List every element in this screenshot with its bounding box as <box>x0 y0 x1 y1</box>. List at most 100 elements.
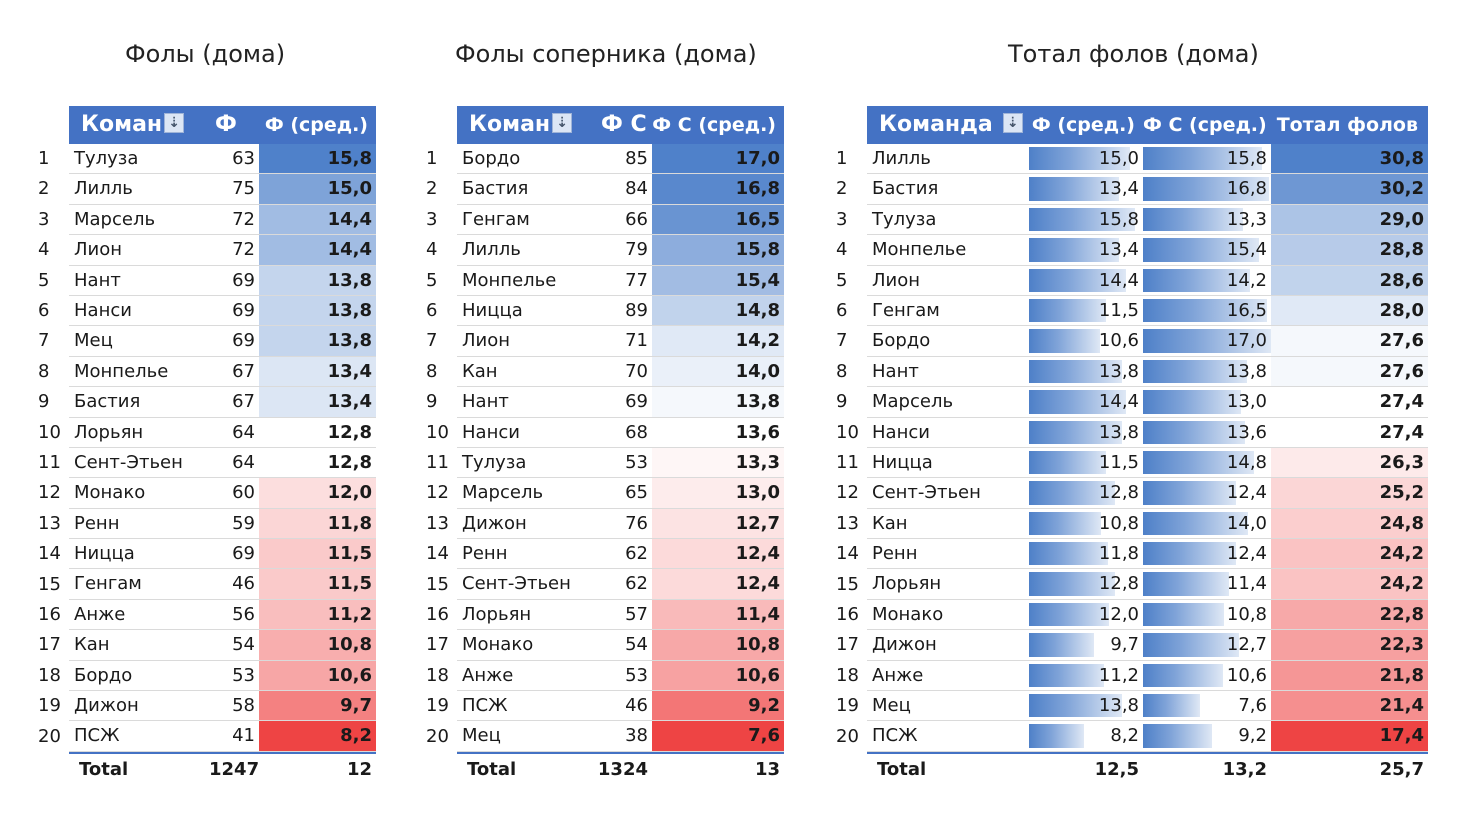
header-team[interactable]: Команда ⇣ <box>867 106 1029 144</box>
heatmap-value-cell: 13,8 <box>259 326 376 356</box>
cell-value: Ренн <box>872 543 918 565</box>
cell-value: 64 <box>232 451 255 473</box>
team-name-cell: Ницца <box>867 448 1029 477</box>
cell-value: 15,4 <box>1226 239 1267 261</box>
data-bar <box>1029 481 1115 505</box>
team-name-cell: Монако <box>867 600 1029 629</box>
heatmap-value-cell: 11,8 <box>259 508 376 539</box>
header-team[interactable]: Коман ⇣ <box>457 106 597 144</box>
table-row: Монако 54 10,8 <box>457 630 784 661</box>
rank-number: 5 <box>836 269 848 291</box>
team-name-cell: Бастия <box>69 387 209 416</box>
team-name-cell: Лилль <box>867 144 1029 173</box>
table-row: Нант 69 13,8 <box>69 265 376 296</box>
team-name-cell: ПСЖ <box>457 691 597 720</box>
count-cell: 76 <box>597 509 652 538</box>
table-row: Ренн 59 11,8 <box>69 508 376 540</box>
heatmap-value-cell: 26,3 <box>1271 447 1428 478</box>
data-bar <box>1143 147 1262 171</box>
table-row: Нант 13,8 13,8 27,6 <box>867 356 1428 388</box>
cell-value: 27,6 <box>1379 360 1424 382</box>
table-row: Тулуза 63 15,8 <box>69 144 376 175</box>
table-row: Марсель 14,4 13,0 27,4 <box>867 387 1428 418</box>
heatmap-value-cell: 13,8 <box>259 295 376 326</box>
databar-value-cell: 12,4 <box>1143 478 1271 507</box>
rank-number: 11 <box>426 452 449 473</box>
fouls-home-table: Коман ⇣ Ф Ф (сред.) Тулуза 63 15,8 Лилль 75 15… <box>69 106 376 784</box>
data-bar <box>1143 359 1247 384</box>
team-name-cell: Нанси <box>867 418 1029 447</box>
cell-value: 13,0 <box>1226 391 1267 413</box>
data-bar <box>1143 268 1250 292</box>
team-name-cell: Лорьян <box>457 600 597 629</box>
count-cell: 53 <box>597 448 652 477</box>
cell-value: 14,4 <box>327 208 372 230</box>
databar-value-cell: 16,8 <box>1143 174 1271 203</box>
cell-value: Лилль <box>872 148 931 169</box>
header-team[interactable]: Коман ⇣ <box>69 106 209 144</box>
count-cell: 64 <box>209 418 259 447</box>
cell-value: 13,8 <box>735 391 780 413</box>
team-name-cell: Анже <box>457 661 597 690</box>
cell-value: Нант <box>74 269 121 291</box>
filter-dropdown-icon[interactable]: ⇣ <box>1002 113 1023 133</box>
header-total-fouls: Тотал фолов <box>1276 114 1418 136</box>
cell-value: 13,3 <box>735 451 780 473</box>
team-name-cell: Ренн <box>457 539 597 568</box>
table-row: Дижон 76 12,7 <box>457 508 784 540</box>
cell-value: Лорьян <box>462 603 532 625</box>
heatmap-value-cell: 14,2 <box>652 326 784 356</box>
cell-value: 71 <box>625 330 648 352</box>
table-row: Дижон 58 9,7 <box>69 691 376 722</box>
count-cell: 68 <box>597 418 652 447</box>
table-row: Лион 14,4 14,2 28,6 <box>867 265 1428 296</box>
total-row: Total 12,5 13,2 25,7 <box>867 751 1428 784</box>
count-cell: 46 <box>597 691 652 720</box>
table-header: Команда ⇣ Ф (сред.) Ф С (сред.) Тотал фол… <box>867 106 1428 144</box>
rank-number: 10 <box>426 421 449 443</box>
cell-value: 13,8 <box>1098 360 1139 382</box>
rank-number: 8 <box>836 360 848 382</box>
cell-value: Дижон <box>74 695 139 717</box>
table-row: Сент-Этьен 64 12,8 <box>69 447 376 479</box>
cell-value: 63 <box>232 148 255 169</box>
table-row: Монпелье 67 13,4 <box>69 356 376 388</box>
table-row: Бастия 13,4 16,8 30,2 <box>867 174 1428 205</box>
cell-value: 9,2 <box>748 695 780 717</box>
cell-value: 14,4 <box>327 239 372 261</box>
team-name-cell: Нанси <box>457 418 597 447</box>
table-row: Лион 72 14,4 <box>69 235 376 266</box>
cell-value: 58 <box>232 695 255 717</box>
data-bar <box>1143 572 1229 596</box>
team-name-cell: Марсель <box>69 205 209 234</box>
team-name-cell: Генгам <box>69 569 209 598</box>
cell-value: Монако <box>462 634 534 656</box>
table-row: Генгам 46 11,5 <box>69 569 376 600</box>
databar-value-cell: 10,8 <box>1143 600 1271 629</box>
heatmap-value-cell: 24,2 <box>1271 539 1428 569</box>
heatmap-value-cell: 24,2 <box>1271 569 1428 599</box>
cell-value: Ницца <box>74 543 135 565</box>
cell-value: Монако <box>74 482 146 504</box>
rank-number: 16 <box>836 604 859 625</box>
rank-number: 14 <box>38 543 61 565</box>
heatmap-value-cell: 14,8 <box>652 295 784 326</box>
cell-value: 21,8 <box>1379 664 1424 686</box>
filter-dropdown-icon[interactable]: ⇣ <box>164 113 185 133</box>
heatmap-value-cell: 7,6 <box>652 721 784 751</box>
cell-value: Сент-Этьен <box>74 451 183 473</box>
rank-number: 4 <box>426 239 438 261</box>
rank-number: 9 <box>426 391 438 413</box>
team-name-cell: Бордо <box>69 661 209 690</box>
filter-dropdown-icon[interactable]: ⇣ <box>552 113 573 133</box>
count-cell: 62 <box>597 569 652 598</box>
table-row: Анже 56 11,2 <box>69 599 376 631</box>
databar-value-cell: 13,3 <box>1143 205 1271 234</box>
cell-value: Анже <box>462 664 514 686</box>
cell-value: 53 <box>625 664 648 686</box>
rank-number: 1 <box>426 148 438 169</box>
table-title-fouls-home: Фолы (дома) <box>125 40 286 68</box>
cell-value: 9,7 <box>1110 634 1139 656</box>
rank-number: 11 <box>836 452 859 473</box>
databar-value-cell: 15,4 <box>1143 235 1271 264</box>
